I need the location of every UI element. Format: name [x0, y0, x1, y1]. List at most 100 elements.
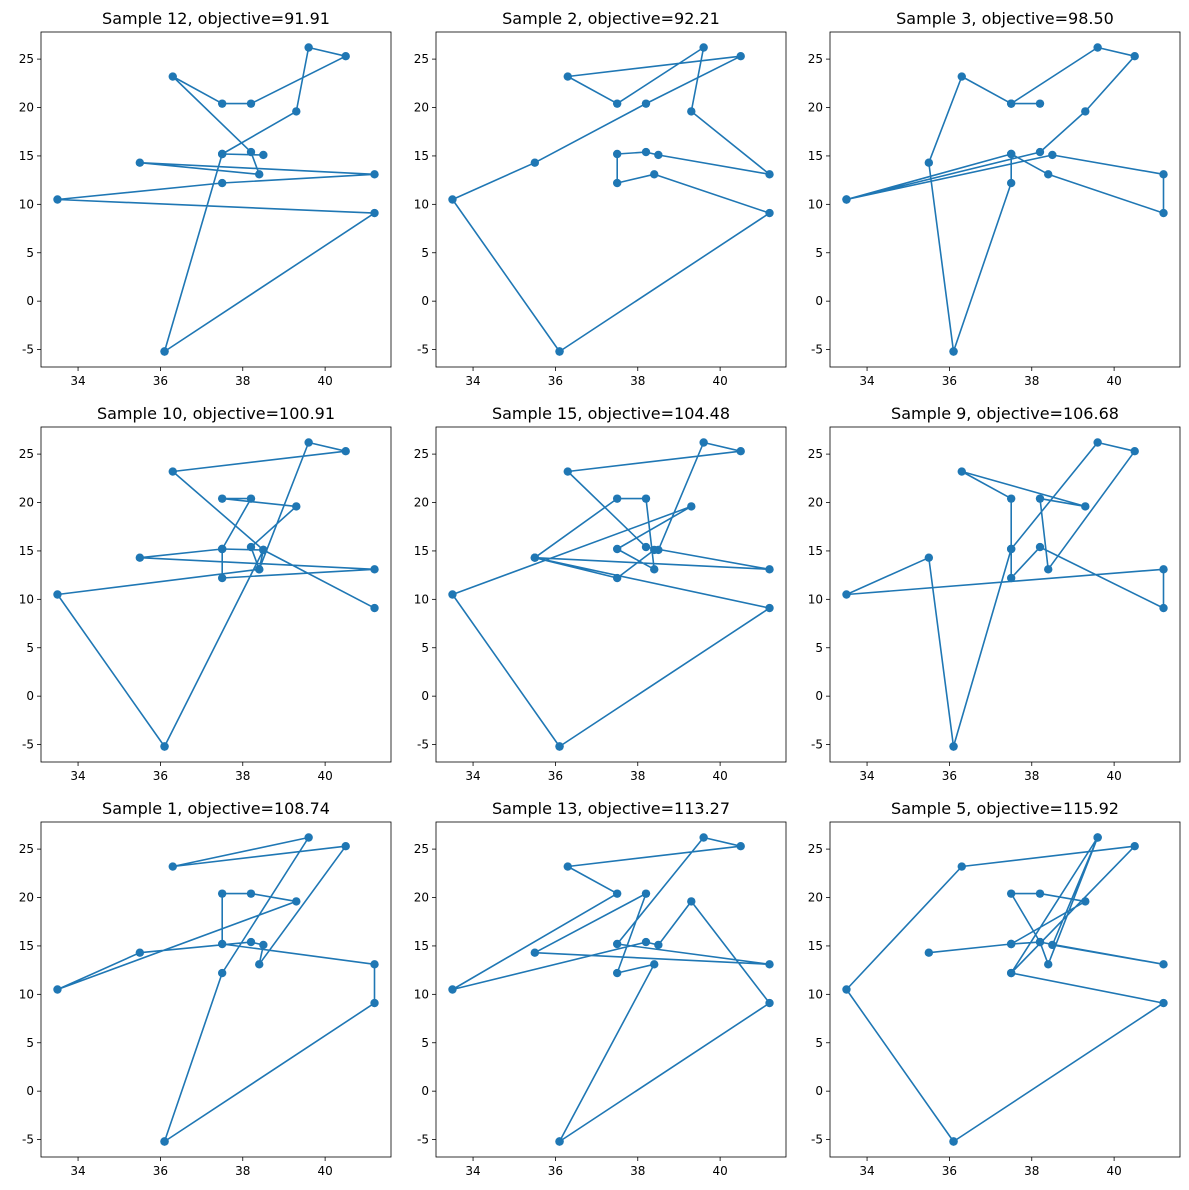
y-tick-label: 25 — [414, 842, 429, 856]
y-tick-label: 20 — [19, 496, 34, 510]
x-tick-label: 38 — [1024, 1164, 1039, 1178]
subplot-title: Sample 3, objective=98.50 — [896, 9, 1114, 28]
x-tick-label: 36 — [153, 374, 168, 388]
data-point — [160, 347, 169, 356]
y-tick-label: 0 — [815, 689, 823, 703]
x-tick-label: 34 — [465, 769, 480, 783]
data-point — [292, 897, 301, 906]
data-point — [292, 107, 301, 116]
data-point — [259, 940, 268, 950]
x-tick-label: 38 — [235, 374, 250, 388]
data-point — [1006, 939, 1016, 949]
plot-frame — [829, 821, 1181, 1158]
x-tick-label: 38 — [1024, 374, 1039, 388]
data-point — [1044, 170, 1053, 179]
data-point — [530, 158, 540, 167]
data-point — [957, 862, 966, 871]
y-tick-label: 20 — [414, 496, 429, 510]
data-point — [1035, 147, 1045, 157]
data-point — [641, 937, 651, 947]
data-point — [1093, 43, 1102, 52]
data-point — [448, 985, 457, 994]
data-point — [699, 833, 708, 842]
x-tick-label: 36 — [548, 374, 563, 388]
x-tick-label: 38 — [235, 1164, 250, 1178]
y-tick-label: 15 — [414, 544, 429, 558]
data-point — [255, 565, 264, 574]
y-tick-label: 0 — [815, 1084, 823, 1098]
data-point — [1035, 494, 1045, 503]
data-point — [555, 347, 564, 356]
subplot-4: Sample 10, objective=100.91 -5 0 5 10 15 20 25 3… — [19, 404, 392, 783]
data-point — [654, 150, 663, 160]
data-point — [1159, 208, 1168, 218]
y-tick-label: 10 — [808, 592, 823, 606]
series-line — [845, 836, 1165, 1143]
data-point — [370, 170, 379, 179]
subplot-title: Sample 5, objective=115.92 — [891, 799, 1119, 818]
data-point — [255, 170, 264, 179]
subplot-title: Sample 12, objective=91.91 — [102, 9, 330, 28]
plot-frame — [829, 426, 1181, 763]
data-point — [1035, 889, 1045, 898]
y-tick-label: 5 — [815, 1036, 823, 1050]
y-tick-label: 15 — [414, 939, 429, 953]
data-point — [217, 149, 227, 159]
y-tick-label: 5 — [815, 641, 823, 655]
subplot-title: Sample 10, objective=100.91 — [97, 404, 335, 423]
data-point — [687, 107, 696, 116]
y-tick-label: 0 — [26, 294, 34, 308]
y-tick-label: 0 — [26, 689, 34, 703]
x-tick-label: 40 — [317, 1164, 332, 1178]
data-point — [1035, 937, 1045, 947]
data-point — [612, 968, 622, 978]
y-tick-label: 0 — [421, 689, 429, 703]
data-point — [1006, 99, 1016, 108]
x-tick-label: 34 — [70, 769, 85, 783]
y-tick-label: -5 — [811, 343, 823, 357]
data-point — [641, 542, 651, 552]
data-point — [612, 544, 622, 554]
x-tick-label: 36 — [548, 769, 563, 783]
data-point — [842, 195, 851, 204]
x-tick-label: 36 — [942, 374, 957, 388]
data-point — [217, 178, 227, 188]
data-point — [217, 544, 227, 554]
y-tick-label: 15 — [19, 149, 34, 163]
plot-frame — [435, 31, 787, 368]
plot-frame — [40, 426, 392, 763]
series-line — [845, 441, 1165, 747]
data-point — [650, 565, 659, 574]
plot-frame — [435, 426, 787, 763]
subplot-7: Sample 1, objective=108.74 -5 0 5 10 15 20 25 34… — [19, 799, 392, 1178]
data-point — [1081, 897, 1090, 906]
y-tick-label: 20 — [808, 101, 823, 115]
x-tick-label: 40 — [712, 769, 727, 783]
x-tick-label: 36 — [942, 1164, 957, 1178]
data-point — [370, 960, 379, 969]
data-point — [370, 998, 379, 1008]
subplot-title: Sample 9, objective=106.68 — [891, 404, 1119, 423]
series-line — [56, 441, 376, 747]
data-point — [448, 590, 457, 599]
data-point — [650, 170, 659, 179]
data-point — [555, 742, 564, 751]
y-tick-label: 5 — [421, 641, 429, 655]
data-point — [687, 897, 696, 906]
data-point — [448, 195, 457, 204]
data-point — [650, 960, 659, 969]
y-tick-label: -5 — [22, 1133, 34, 1147]
data-point — [1093, 438, 1102, 447]
subplot-title: Sample 2, objective=92.21 — [502, 9, 720, 28]
data-point — [687, 502, 696, 511]
y-tick-label: 15 — [414, 149, 429, 163]
x-tick-label: 34 — [465, 374, 480, 388]
series-line — [56, 836, 376, 1143]
y-tick-label: 20 — [414, 891, 429, 905]
y-tick-label: -5 — [417, 1133, 429, 1147]
y-tick-label: -5 — [22, 343, 34, 357]
subplot-title: Sample 1, objective=108.74 — [102, 799, 330, 818]
data-point — [612, 99, 622, 108]
data-point — [1044, 565, 1053, 574]
data-point — [563, 72, 572, 81]
